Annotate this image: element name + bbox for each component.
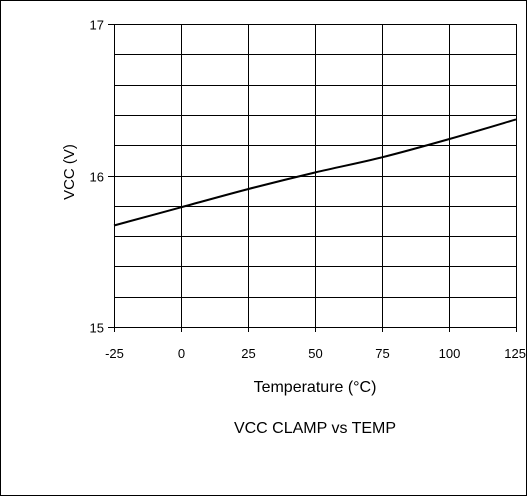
x-tick-label: 50 (308, 346, 322, 361)
x-tick-label: 125 (504, 346, 526, 361)
y-axis-label: VCC (V) (61, 144, 78, 200)
y-axis-ticks (108, 24, 114, 328)
grid (114, 24, 517, 328)
x-axis-label: Temperature (°C) (254, 379, 377, 396)
x-tick-label: 100 (439, 346, 461, 361)
x-tick-label: 0 (178, 346, 185, 361)
chart-title: VCC CLAMP vs TEMP (234, 420, 396, 437)
x-tick-label: 25 (241, 346, 255, 361)
y-tick-label: 16 (90, 170, 104, 185)
x-axis-tick-labels: -25 0 25 50 75 100 125 (105, 346, 526, 361)
x-tick-label: -25 (105, 346, 124, 361)
y-tick-label: 15 (90, 321, 104, 336)
x-tick-label: 75 (375, 346, 389, 361)
y-tick-label: 17 (90, 18, 104, 33)
y-axis-tick-labels: 15 16 17 (90, 18, 104, 336)
series-line (113, 118, 517, 227)
